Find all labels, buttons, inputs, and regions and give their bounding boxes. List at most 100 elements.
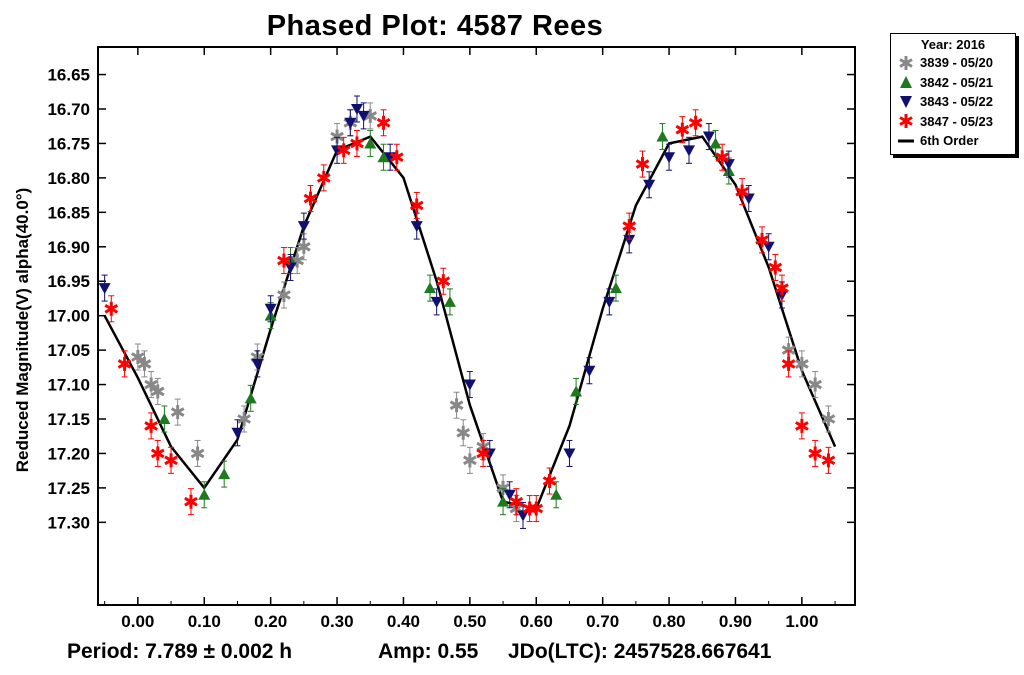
- legend-item-3843: 3843 - 05/22: [891, 92, 1015, 112]
- navy-triangle-down-icon: [897, 95, 915, 109]
- data-point: [775, 274, 789, 302]
- legend-label: 6th Order: [920, 133, 979, 149]
- x-tick-label: 0.70: [586, 612, 619, 631]
- data-point: [244, 384, 257, 412]
- data-point: [357, 102, 370, 130]
- data-point: [656, 123, 669, 151]
- data-point: [424, 274, 437, 302]
- footer-info: Period: 7.789 ± 0.002 h Amp: 0.55 JDo(LT…: [0, 640, 1024, 670]
- x-tick-label: 0.80: [653, 612, 686, 631]
- data-point: [389, 143, 404, 171]
- phased-plot-chart: 0.00 0.10 0.20 0.30 0.40 0.50 0.60 0.70 0.80 0.90…: [13, 46, 856, 631]
- y-tick-label: 16.70: [47, 100, 90, 119]
- data-point: [821, 405, 836, 433]
- y-tick-label: 16.95: [47, 272, 90, 291]
- legend-label: 3842 - 05/21: [920, 74, 994, 90]
- data-point: [190, 439, 205, 467]
- data-point: [755, 226, 769, 254]
- y-tick-label: 17.30: [47, 513, 90, 532]
- data-point: [251, 350, 264, 378]
- y-tick-label: 17.15: [47, 410, 90, 429]
- data-point: [184, 488, 198, 516]
- data-point: [603, 288, 616, 316]
- data-point: [563, 439, 576, 467]
- data-point: [663, 143, 676, 171]
- data-point: [735, 178, 749, 206]
- data-point: [443, 288, 456, 316]
- data-point: [303, 185, 318, 213]
- data-point: [762, 233, 775, 261]
- legend-label: 3847 - 05/23: [920, 113, 994, 129]
- y-tick-label: 16.65: [47, 66, 90, 85]
- jdo-text: JDo(LTC): 2457528.667641: [508, 640, 772, 663]
- data-point: [409, 191, 424, 219]
- data-point: [336, 136, 351, 164]
- gray-star-icon: [897, 55, 915, 70]
- data-point: [316, 164, 331, 192]
- data-point: [350, 95, 363, 123]
- legend-title: Year: 2016: [920, 37, 986, 52]
- data-point: [284, 253, 297, 281]
- data-point: [583, 357, 596, 385]
- x-tick-label: 0.00: [121, 612, 154, 631]
- amplitude-text: Amp: 0.55: [378, 640, 479, 663]
- legend-label: 3839 - 05/20: [920, 55, 994, 71]
- y-tick-label: 16.80: [47, 169, 90, 188]
- data-point: [795, 350, 809, 378]
- data-point: [709, 129, 722, 157]
- data-point: [170, 398, 185, 426]
- data-point: [609, 274, 622, 302]
- data-point: [622, 212, 637, 240]
- data-point: [364, 129, 377, 157]
- data-point: [350, 129, 364, 157]
- y-tick-label: 17.10: [47, 376, 90, 395]
- data-point: [722, 150, 735, 178]
- data-point: [570, 377, 583, 405]
- y-tick-label: 16.90: [47, 238, 90, 257]
- data-point: [509, 488, 524, 516]
- data-point: [277, 281, 291, 309]
- data-point: [237, 405, 251, 433]
- fit-line-6th-order: [103, 135, 837, 511]
- data-point: [436, 267, 451, 295]
- data-point: [158, 405, 171, 433]
- data-point: [297, 212, 310, 240]
- y-tick-label: 17.00: [47, 307, 90, 326]
- data-point: [503, 481, 516, 509]
- data-point: [231, 419, 244, 447]
- data-point: [144, 412, 158, 440]
- data-point: [430, 288, 443, 316]
- data-point: [821, 446, 836, 474]
- plot-frame: [97, 46, 856, 606]
- data-point: [742, 185, 755, 213]
- data-point: [476, 439, 490, 467]
- data-point: [516, 501, 529, 529]
- y-tick-label: 17.05: [47, 341, 90, 360]
- data-point: [715, 143, 730, 171]
- data-point: [463, 371, 476, 399]
- data-point: [795, 412, 809, 440]
- data-point: [781, 350, 796, 378]
- y-axis-label: Reduced Magnitude(V) alpha(40.0°): [13, 188, 32, 473]
- legend-item-3842: 3842 - 05/21: [891, 73, 1015, 93]
- period-text: Period: 7.789 ± 0.002 h: [67, 640, 293, 663]
- x-tick-label: 0.10: [188, 612, 221, 631]
- data-point: [529, 495, 544, 523]
- data-point: [264, 295, 277, 323]
- data-point: [808, 439, 822, 467]
- data-point: [150, 439, 165, 467]
- legend-item-3847: 3847 - 05/23: [891, 112, 1015, 132]
- data-point: [497, 488, 510, 516]
- data-point: [150, 377, 165, 405]
- data-point: [117, 350, 132, 378]
- chart-title: Phased Plot: 4587 Rees: [266, 10, 604, 42]
- data-point: [376, 109, 391, 137]
- y-tick-label: 17.20: [47, 444, 90, 463]
- green-triangle-icon: [897, 75, 915, 89]
- data-point: [137, 350, 152, 378]
- y-tick-label: 16.85: [47, 203, 90, 222]
- line-icon: [897, 134, 915, 148]
- data-point: [164, 446, 178, 474]
- y-tick-label: 16.75: [47, 134, 90, 153]
- x-tick-label: 0.90: [719, 612, 752, 631]
